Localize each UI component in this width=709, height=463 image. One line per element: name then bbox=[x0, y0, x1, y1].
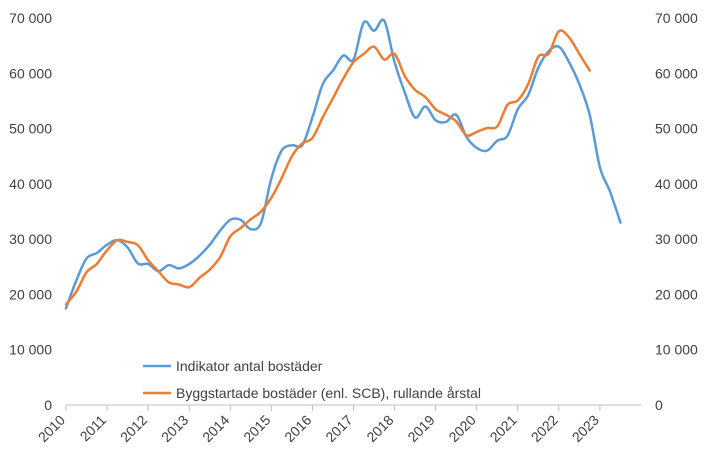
x-tick-label: 2021 bbox=[487, 412, 520, 445]
x-tick-label: 2020 bbox=[445, 412, 478, 445]
y-tick-label-left: 60 000 bbox=[9, 65, 52, 81]
y-tick-label-left: 30 000 bbox=[9, 231, 52, 247]
x-tick-label: 2012 bbox=[117, 412, 150, 445]
x-tick-label: 2018 bbox=[363, 412, 396, 445]
x-tick-label: 2015 bbox=[240, 412, 273, 445]
x-tick-label: 2019 bbox=[404, 412, 437, 445]
chart-axes: 0 0 10 000 10 000 20 000 20 000 30 000 30 000 40… bbox=[9, 10, 698, 445]
series-line-indikator bbox=[64, 18, 622, 310]
y-tick-label-right: 10 000 bbox=[655, 342, 698, 358]
y-tick-label-right: 0 bbox=[655, 397, 663, 413]
y-tick-label-left: 20 000 bbox=[9, 286, 52, 302]
legend-label: Indikator antal bostäder bbox=[176, 358, 323, 374]
y-tick-label-left: 10 000 bbox=[9, 342, 52, 358]
y-tick-label-left: 50 000 bbox=[9, 121, 52, 137]
y-tick-label-right: 70 000 bbox=[655, 10, 698, 26]
x-tick-label: 2011 bbox=[77, 412, 110, 445]
legend-label: Byggstartade bostäder (enl. SCB), rullan… bbox=[176, 385, 481, 401]
x-tick-label: 2010 bbox=[35, 412, 68, 445]
y-tick-label-left: 70 000 bbox=[9, 10, 52, 26]
y-tick-label-right: 20 000 bbox=[655, 286, 698, 302]
y-tick-label-left: 0 bbox=[44, 397, 52, 413]
chart-series bbox=[64, 18, 622, 310]
y-tick-label-left: 40 000 bbox=[9, 176, 52, 192]
y-tick-label-right: 30 000 bbox=[655, 231, 698, 247]
y-tick-label-right: 50 000 bbox=[655, 121, 698, 137]
chart-legend: Indikator antal bostäder Byggstartade bos… bbox=[143, 358, 481, 401]
x-tick-label: 2022 bbox=[528, 412, 561, 445]
y-tick-label-right: 60 000 bbox=[655, 65, 698, 81]
x-tick-label: 2017 bbox=[322, 412, 355, 445]
x-tick-label: 2014 bbox=[199, 412, 232, 445]
x-tick-label: 2016 bbox=[281, 412, 314, 445]
x-tick-label: 2013 bbox=[158, 412, 191, 445]
series-line-byggstartade bbox=[64, 29, 591, 306]
y-tick-label-right: 40 000 bbox=[655, 176, 698, 192]
x-tick-label: 2023 bbox=[569, 412, 602, 445]
